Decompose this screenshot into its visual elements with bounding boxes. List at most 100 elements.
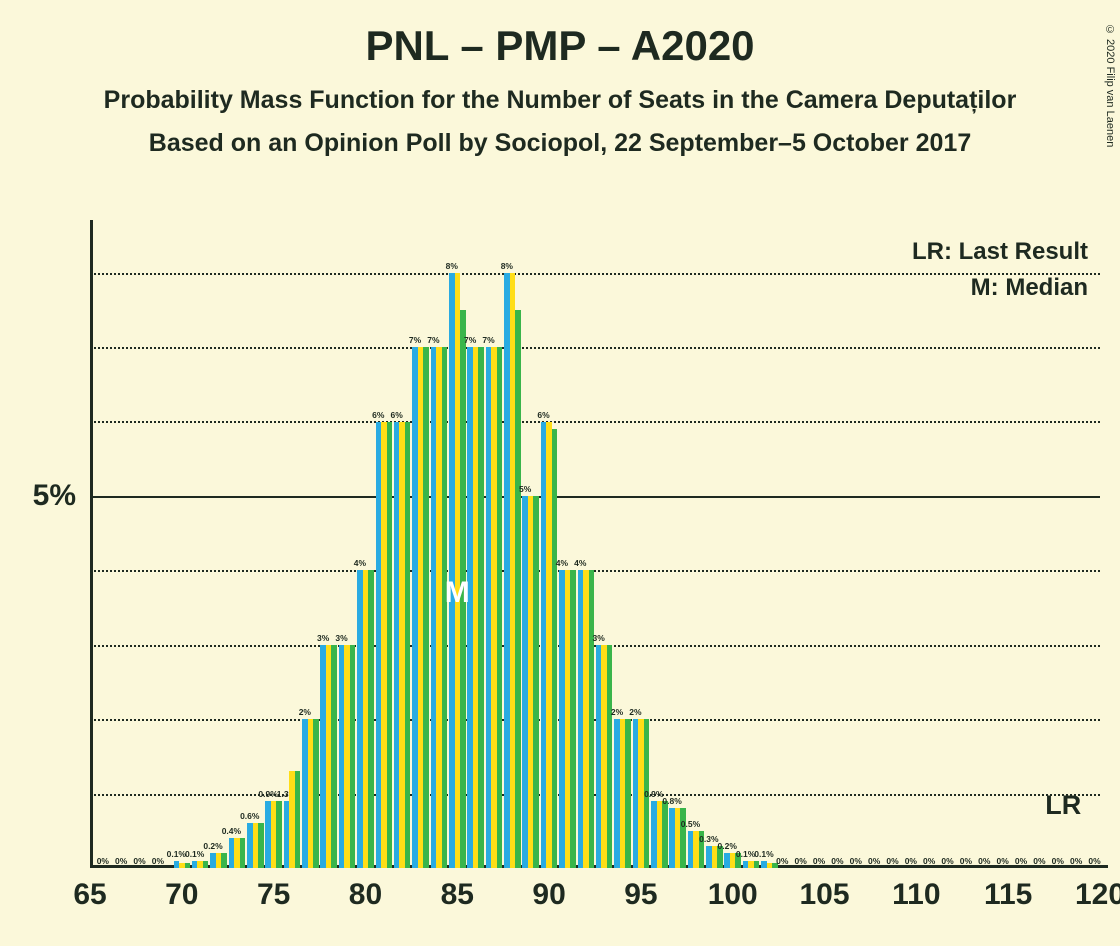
bar-value-label: 0.6% bbox=[240, 811, 259, 823]
x-tick-label: 120 bbox=[1075, 868, 1120, 912]
bar-green bbox=[313, 719, 319, 868]
bar-green bbox=[240, 838, 246, 868]
bar-value-label: 0% bbox=[905, 856, 917, 868]
bar-value-label: 7% bbox=[409, 335, 421, 347]
gridline bbox=[90, 347, 1100, 349]
copyright-label: © 2020 Filip van Laenen bbox=[1104, 24, 1116, 147]
bar-value-label: 0% bbox=[850, 856, 862, 868]
x-tick-label: 70 bbox=[165, 868, 198, 912]
bar-green bbox=[625, 719, 631, 868]
bar-value-label: 2% bbox=[611, 707, 623, 719]
bar-value-label: 0% bbox=[1033, 856, 1045, 868]
bar-value-label: 0.4% bbox=[222, 826, 241, 838]
bar-value-label: 8% bbox=[446, 261, 458, 273]
bar-value-label: 0.2% bbox=[718, 841, 737, 853]
gridline bbox=[90, 273, 1100, 275]
last-result-marker: LR bbox=[1045, 790, 1081, 821]
median-marker: M bbox=[445, 576, 470, 610]
bar-green bbox=[331, 645, 337, 868]
bar-green bbox=[423, 347, 429, 868]
bar-green bbox=[533, 496, 539, 868]
bar-value-label: 0% bbox=[960, 856, 972, 868]
bar-green bbox=[295, 771, 301, 868]
chart-subtitle-2: Based on an Opinion Poll by Sociopol, 22… bbox=[0, 129, 1120, 158]
gridline bbox=[90, 421, 1100, 423]
bar-value-label: 7% bbox=[427, 335, 439, 347]
chart-area: LR: Last Result M: Median 5%657075808590… bbox=[90, 228, 1100, 868]
bar-value-label: 5% bbox=[519, 484, 531, 496]
bar-value-label: 0% bbox=[1070, 856, 1082, 868]
bar-value-label: 0.3% bbox=[699, 834, 718, 846]
bar-value-label: 3% bbox=[317, 633, 329, 645]
bar-value-label: 0.1% bbox=[167, 849, 186, 861]
bar-value-label: 0.1% bbox=[754, 849, 773, 861]
bar-value-label: 0% bbox=[813, 856, 825, 868]
bar-value-label: 0% bbox=[1088, 856, 1100, 868]
gridline-major bbox=[90, 496, 1100, 498]
bar-green bbox=[662, 801, 668, 868]
bar-green bbox=[754, 861, 760, 868]
x-tick-label: 110 bbox=[892, 868, 940, 912]
bar-value-label: 0.9% bbox=[644, 789, 663, 801]
gridline bbox=[90, 570, 1100, 572]
x-tick-label: 75 bbox=[257, 868, 290, 912]
bar-value-label: 0% bbox=[978, 856, 990, 868]
chart-title: PNL – PMP – A2020 bbox=[0, 22, 1120, 70]
bar-value-label: 0.2% bbox=[203, 841, 222, 853]
bar-green bbox=[203, 861, 209, 868]
bar-green bbox=[350, 645, 356, 868]
bar-value-label: 0% bbox=[1015, 856, 1027, 868]
bar-value-label: 0.9% bbox=[258, 789, 277, 801]
x-tick-label: 95 bbox=[624, 868, 657, 912]
bar-value-label: 2% bbox=[629, 707, 641, 719]
bar-green bbox=[387, 422, 393, 869]
chart-subtitle-1: Probability Mass Function for the Number… bbox=[0, 86, 1120, 115]
bar-green bbox=[497, 347, 503, 868]
bar-value-label: 0% bbox=[923, 856, 935, 868]
bar-green bbox=[478, 347, 484, 868]
bar-value-label: 0% bbox=[152, 856, 164, 868]
title-block: PNL – PMP – A2020 Probability Mass Funct… bbox=[0, 22, 1120, 158]
bar-green bbox=[607, 645, 613, 868]
bar-value-label: 4% bbox=[574, 558, 586, 570]
bar-value-label: 7% bbox=[464, 335, 476, 347]
bar-value-label: 0% bbox=[831, 856, 843, 868]
bar-value-label: 0% bbox=[868, 856, 880, 868]
bar-value-label: 7% bbox=[482, 335, 494, 347]
x-tick-label: 80 bbox=[349, 868, 382, 912]
x-tick-label: 100 bbox=[708, 868, 758, 912]
y-tick-label: 5% bbox=[33, 479, 90, 513]
bar-green bbox=[221, 853, 227, 868]
bar-green bbox=[515, 310, 521, 868]
bar-value-label: 8% bbox=[501, 261, 513, 273]
bar-green bbox=[276, 801, 282, 868]
bar-value-label: 0% bbox=[886, 856, 898, 868]
bar-value-label: 2% bbox=[299, 707, 311, 719]
bar-green bbox=[570, 570, 576, 868]
x-tick-label: 90 bbox=[532, 868, 565, 912]
bar-green bbox=[680, 808, 686, 868]
bar-value-label: 4% bbox=[556, 558, 568, 570]
x-tick-label: 115 bbox=[984, 868, 1032, 912]
bar-green bbox=[552, 429, 558, 868]
bar-value-label: 6% bbox=[537, 410, 549, 422]
x-tick-label: 85 bbox=[441, 868, 474, 912]
bar-value-label: 0% bbox=[795, 856, 807, 868]
bar-value-label: 0.8% bbox=[662, 796, 681, 808]
bar-value-label: 0% bbox=[115, 856, 127, 868]
bar-value-label: 3% bbox=[593, 633, 605, 645]
bar-value-label: 0% bbox=[997, 856, 1009, 868]
y-axis-line bbox=[90, 220, 93, 868]
x-tick-label: 65 bbox=[73, 868, 106, 912]
bar-green bbox=[589, 570, 595, 868]
bar-value-label: 0% bbox=[941, 856, 953, 868]
bar-value-label: 0% bbox=[1052, 856, 1064, 868]
plot-region: 5%657075808590951001051101151200%0%0%0%0… bbox=[90, 228, 1100, 868]
bar-value-label: 3% bbox=[335, 633, 347, 645]
bar-value-label: 0.1% bbox=[185, 849, 204, 861]
bar-green bbox=[185, 863, 191, 868]
x-tick-label: 105 bbox=[800, 868, 850, 912]
bar-value-label: 0% bbox=[97, 856, 109, 868]
bar-value-label: 6% bbox=[372, 410, 384, 422]
bar-value-label: 4% bbox=[354, 558, 366, 570]
